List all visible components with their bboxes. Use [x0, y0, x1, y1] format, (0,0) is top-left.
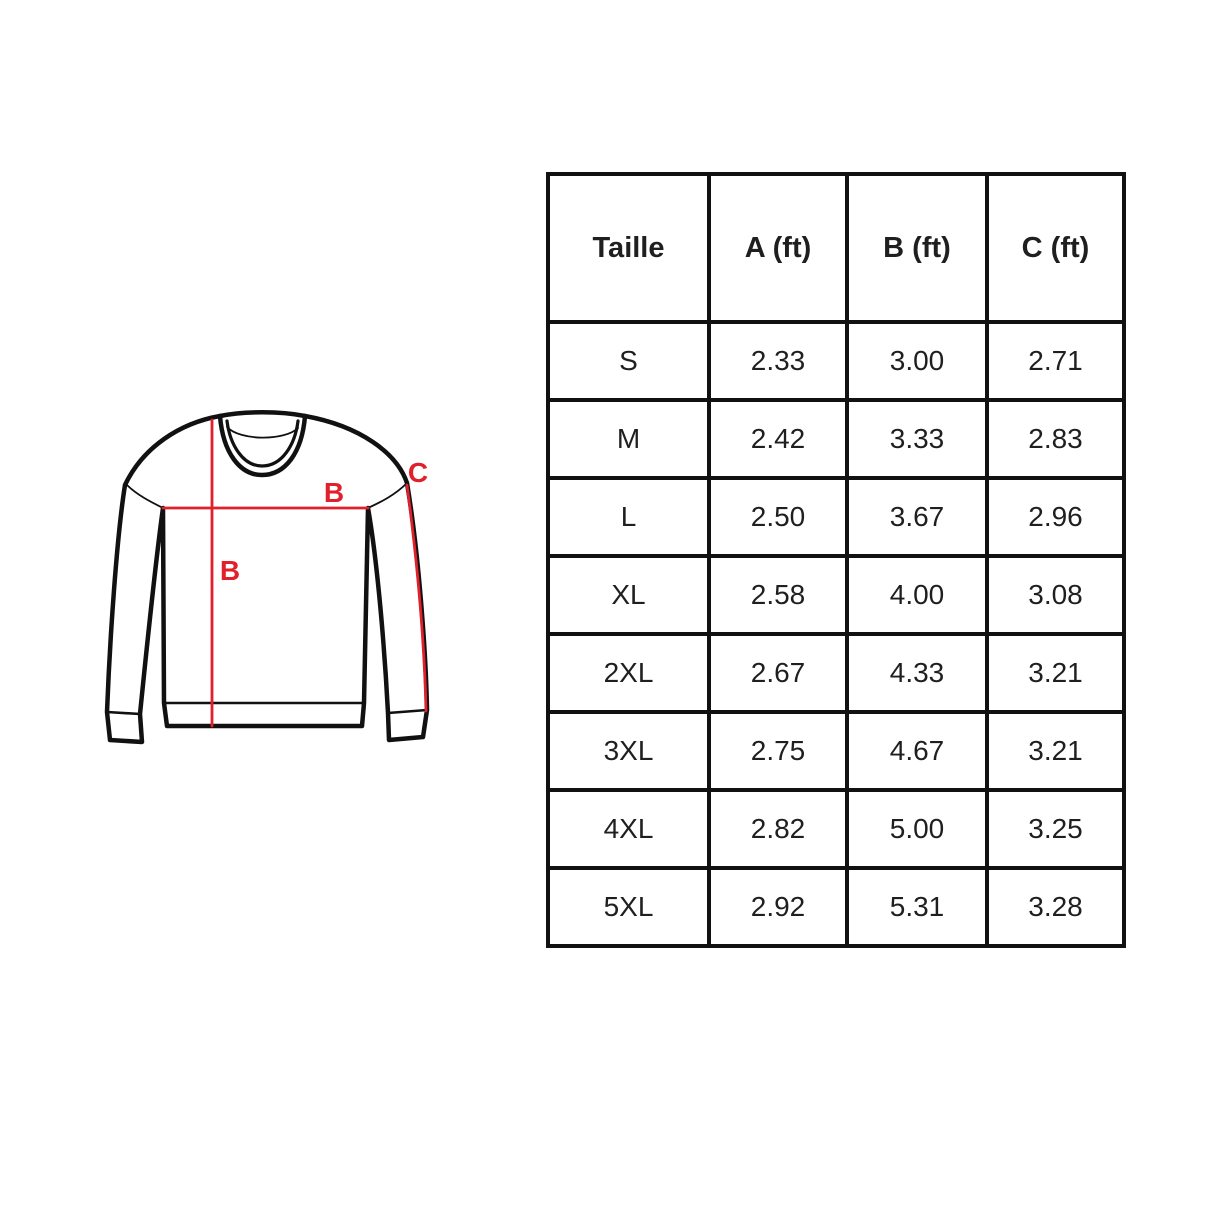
table-row: 4XL 2.82 5.00 3.25 [546, 788, 1126, 870]
value-cell: 3.21 [985, 710, 1126, 792]
table-row: 2XL 2.67 4.33 3.21 [546, 632, 1126, 714]
column-header-c: C (ft) [985, 172, 1126, 324]
size-cell: XL [546, 554, 711, 636]
value-cell: 2.50 [707, 476, 849, 558]
value-cell: 2.67 [707, 632, 849, 714]
value-cell: 3.00 [845, 320, 989, 402]
table-row: XL 2.58 4.00 3.08 [546, 554, 1126, 636]
table-row: L 2.50 3.67 2.96 [546, 476, 1126, 558]
value-cell: 4.33 [845, 632, 989, 714]
value-cell: 3.08 [985, 554, 1126, 636]
column-header-b: B (ft) [845, 172, 989, 324]
right-cuff-top-line [386, 708, 429, 715]
table-row: M 2.42 3.33 2.83 [546, 398, 1126, 480]
value-cell: 2.82 [707, 788, 849, 870]
value-cell: 2.33 [707, 320, 849, 402]
value-cell: 2.42 [707, 398, 849, 480]
collar-back-line [226, 426, 299, 439]
size-cell: L [546, 476, 711, 558]
measure-label-c-sleeve: C [408, 457, 428, 488]
table-row: S 2.33 3.00 2.71 [546, 320, 1126, 402]
collar-outer [217, 413, 308, 478]
value-cell: 2.83 [985, 398, 1126, 480]
table-row: 3XL 2.75 4.67 3.21 [546, 710, 1126, 792]
table-row: 5XL 2.92 5.31 3.28 [546, 866, 1126, 948]
size-cell: 3XL [546, 710, 711, 792]
value-cell: 5.31 [845, 866, 989, 948]
value-cell: 2.75 [707, 710, 849, 792]
value-cell: 3.25 [985, 788, 1126, 870]
column-header-a: A (ft) [707, 172, 849, 324]
value-cell: 2.96 [985, 476, 1126, 558]
value-cell: 3.67 [845, 476, 989, 558]
measure-label-b-chest: B [324, 477, 344, 508]
value-cell: 4.67 [845, 710, 989, 792]
measure-label-b-length: B [220, 555, 240, 586]
measure-line-c-sleeve [405, 483, 428, 713]
right-armhole-seam [367, 482, 408, 509]
size-cell: 4XL [546, 788, 711, 870]
size-cell: 2XL [546, 632, 711, 714]
size-table-header-row: Taille A (ft) B (ft) C (ft) [546, 172, 1126, 324]
sweatshirt-diagram: B B C [104, 410, 430, 745]
size-table: Taille A (ft) B (ft) C (ft) S 2.33 3.00 … [546, 172, 1126, 948]
value-cell: 4.00 [845, 554, 989, 636]
value-cell: 5.00 [845, 788, 989, 870]
size-cell: M [546, 398, 711, 480]
left-cuff-top-line [105, 710, 142, 716]
value-cell: 3.21 [985, 632, 1126, 714]
value-cell: 3.28 [985, 866, 1126, 948]
value-cell: 3.33 [845, 398, 989, 480]
collar-inner [225, 419, 300, 468]
value-cell: 2.92 [707, 866, 849, 948]
value-cell: 2.71 [985, 320, 1126, 402]
left-armhole-seam [126, 484, 164, 509]
sweatshirt-outline [104, 410, 430, 745]
value-cell: 2.58 [707, 554, 849, 636]
size-cell: 5XL [546, 866, 711, 948]
size-cell: S [546, 320, 711, 402]
column-header-taille: Taille [546, 172, 711, 324]
